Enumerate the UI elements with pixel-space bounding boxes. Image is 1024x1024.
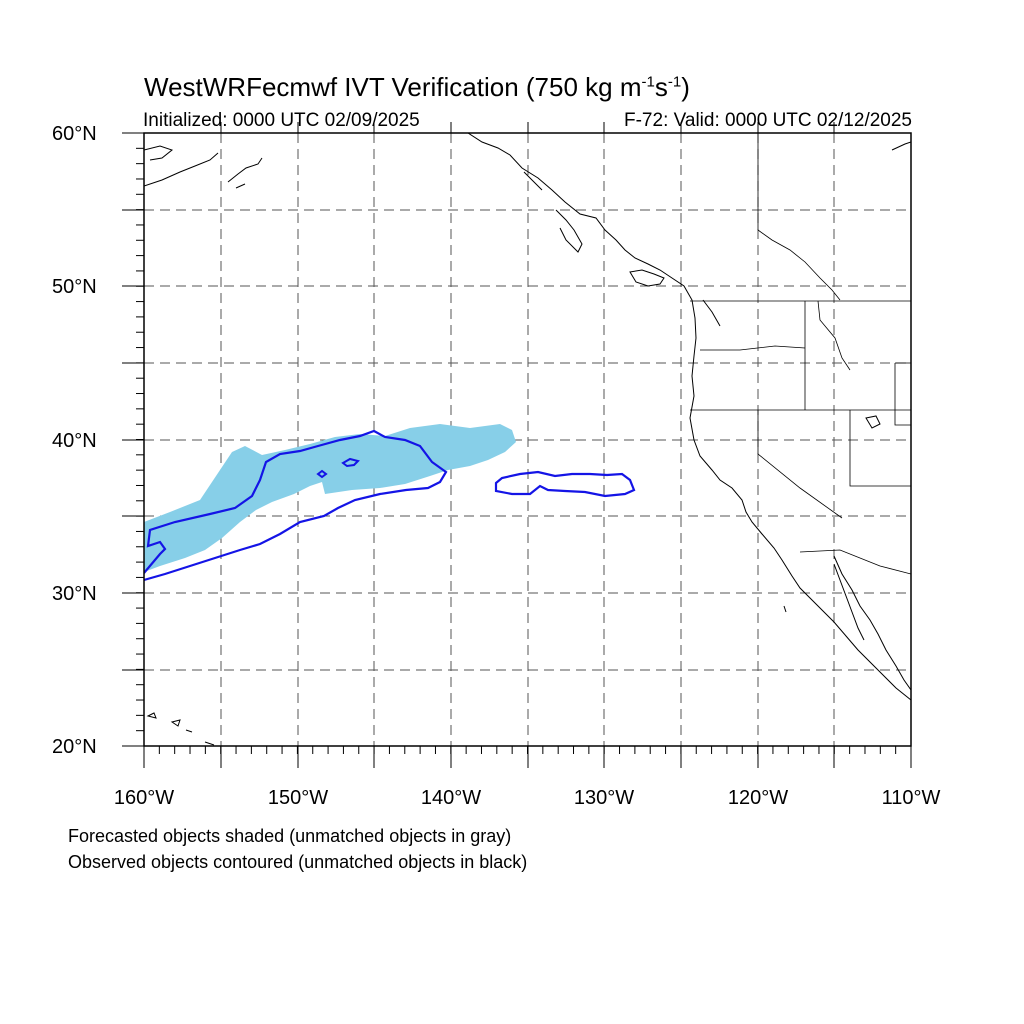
lon-label-150w: 150°W [267,787,329,809]
lon-label-110w: 110°W [881,787,941,809]
observed-object-1-hole-a [316,469,328,479]
valid-time: F-72: Valid: 0000 UTC 02/12/2025 [624,110,912,131]
caption-observed: Observed objects contoured (unmatched ob… [68,852,528,872]
lon-label-160w: 160°W [113,787,175,809]
lat-label-50n: 50°N [52,276,97,298]
lon-label-120w: 120°W [727,787,789,809]
state-boundaries [690,133,911,575]
lat-label-60n: 60°N [52,123,97,145]
lon-label-140w: 140°W [420,787,482,809]
minor-ticks [136,132,912,754]
axis-ticks [122,122,912,768]
lat-label-20n: 20°N [52,736,97,758]
observed-object-2 [494,470,636,498]
grid-lines [144,133,911,746]
initialized-time: Initialized: 0000 UTC 02/09/2025 [143,110,420,131]
lon-label-130w: 130°W [573,787,635,809]
observed-object-1 [144,429,448,582]
observed-object-1-hole-b [341,457,360,468]
caption-forecast: Forecasted objects shaded (unmatched obj… [68,826,512,846]
map-title: WestWRFecmwf IVT Verification (750 kg m-… [144,72,690,102]
coastlines [144,133,911,746]
lat-label-30n: 30°N [52,583,97,605]
forecast-object [144,424,516,572]
lat-label-40n: 40°N [52,430,97,452]
